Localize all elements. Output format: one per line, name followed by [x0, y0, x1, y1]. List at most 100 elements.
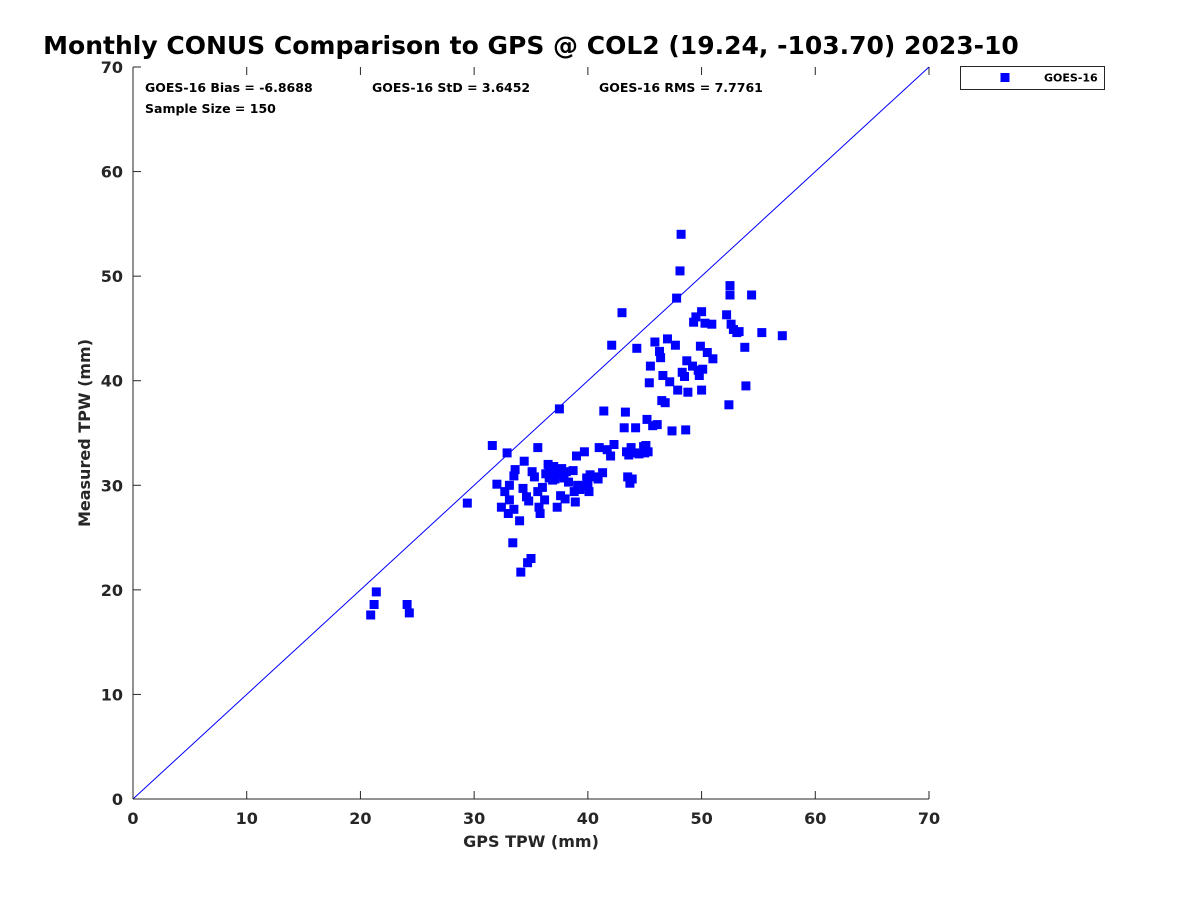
data-point-0-114	[689, 317, 699, 327]
y-tick-label-6: 60	[101, 163, 123, 182]
data-point-0-94	[652, 420, 662, 430]
data-point-0-29	[533, 487, 543, 497]
data-point-0-71	[609, 440, 619, 449]
data-point-0-25	[526, 554, 536, 563]
data-point-0-127	[724, 400, 734, 410]
data-point-0-53	[570, 497, 580, 507]
data-point-0-26	[527, 467, 537, 477]
data-point-0-60	[583, 480, 593, 490]
data-point-0-48	[560, 494, 570, 504]
x-tick-label-5: 50	[690, 809, 712, 828]
x-axis-label: GPS TPW (mm)	[463, 832, 599, 851]
legend-box	[960, 66, 1105, 90]
data-point-0-135	[741, 381, 751, 391]
data-point-0-87	[641, 441, 651, 450]
data-point-0-88	[642, 414, 652, 424]
data-point-0-115	[691, 312, 701, 322]
y-tick-label-2: 20	[101, 581, 123, 600]
data-point-0-7	[492, 479, 502, 489]
data-point-0-73	[619, 423, 629, 433]
data-point-0-117	[694, 371, 704, 380]
data-point-0-69	[606, 451, 616, 461]
data-point-0-83	[632, 343, 642, 353]
data-point-0-118	[695, 341, 705, 351]
data-point-0-6	[487, 441, 497, 450]
data-point-0-19	[516, 567, 526, 577]
data-point-0-3	[402, 600, 412, 609]
data-point-0-80	[627, 474, 637, 484]
data-point-0-27	[529, 472, 539, 482]
data-point-0-46	[557, 464, 567, 474]
data-point-0-134	[740, 342, 750, 352]
data-point-0-89	[643, 447, 653, 457]
data-point-0-101	[665, 377, 675, 387]
data-point-0-33	[540, 495, 550, 505]
data-point-0-4	[404, 608, 414, 618]
data-point-0-111	[682, 356, 692, 366]
data-point-0-16	[509, 471, 519, 481]
data-points	[366, 229, 787, 620]
data-point-0-18	[515, 516, 525, 526]
data-point-0-10	[502, 448, 512, 458]
data-point-0-5	[462, 498, 472, 508]
data-point-0-8	[496, 502, 506, 512]
reference-line-group	[132, 66, 930, 800]
data-point-0-104	[672, 293, 682, 303]
data-point-0-138	[777, 331, 787, 341]
data-point-0-105	[673, 385, 683, 395]
data-point-0-11	[503, 509, 513, 518]
data-point-0-61	[584, 487, 594, 497]
data-point-0-107	[676, 229, 686, 239]
x-tick-label-4: 40	[577, 809, 599, 828]
data-point-0-124	[707, 319, 717, 329]
data-point-0-62	[585, 470, 595, 480]
data-point-0-21	[519, 456, 529, 466]
data-point-0-54	[572, 451, 581, 461]
y-tick-label-4: 40	[101, 372, 123, 391]
data-point-0-43	[554, 404, 564, 414]
data-point-0-106	[675, 266, 685, 276]
data-point-0-31	[535, 509, 545, 518]
data-point-0-139	[544, 473, 554, 483]
legend-marker-goes16	[1000, 73, 1010, 82]
data-point-0-82	[631, 423, 641, 433]
data-point-0-93	[650, 337, 660, 347]
data-point-0-103	[670, 340, 680, 350]
x-tick-label-7: 70	[918, 809, 940, 828]
y-tick-label-1: 10	[101, 685, 123, 704]
data-point-0-52	[569, 487, 579, 497]
data-point-0-96	[656, 353, 666, 363]
data-point-0-125	[708, 354, 718, 364]
data-point-0-20	[518, 483, 528, 493]
reference-line-1to1	[132, 66, 930, 800]
data-point-0-77	[624, 450, 634, 460]
data-point-0-91	[645, 361, 655, 371]
x-tick-label-2: 20	[349, 809, 371, 828]
stat-std: GOES-16 StD = 3.6452	[372, 80, 530, 95]
axis-ticks: 0 10 20 30 40 50 60 70 0 10 20 30 40 50 60 70	[101, 58, 940, 828]
data-point-0-79	[626, 443, 636, 453]
data-point-0-95	[655, 346, 664, 356]
data-point-0-51	[568, 466, 578, 476]
data-point-0-58	[579, 447, 589, 457]
data-point-0-24	[524, 496, 534, 506]
data-point-0-66	[598, 468, 608, 478]
data-point-0-67	[599, 406, 609, 416]
data-point-0-90	[644, 378, 654, 388]
data-point-0-49	[561, 467, 571, 477]
data-point-0-74	[620, 407, 630, 417]
data-point-0-68	[602, 445, 612, 455]
data-point-0-121	[698, 364, 708, 374]
data-point-0-1	[369, 600, 379, 609]
data-point-0-0	[366, 610, 376, 620]
data-point-0-126	[722, 310, 732, 320]
data-point-0-57	[578, 481, 588, 491]
data-point-0-72	[617, 308, 627, 318]
y-tick-label-5: 50	[101, 267, 123, 286]
chart-title: Monthly CONUS Comparison to GPS @ COL2 (…	[43, 31, 1019, 60]
data-point-0-122	[700, 318, 710, 328]
y-tick-label-3: 30	[101, 476, 123, 495]
data-point-0-64	[593, 474, 603, 484]
y-tick-label-0: 0	[112, 790, 123, 809]
